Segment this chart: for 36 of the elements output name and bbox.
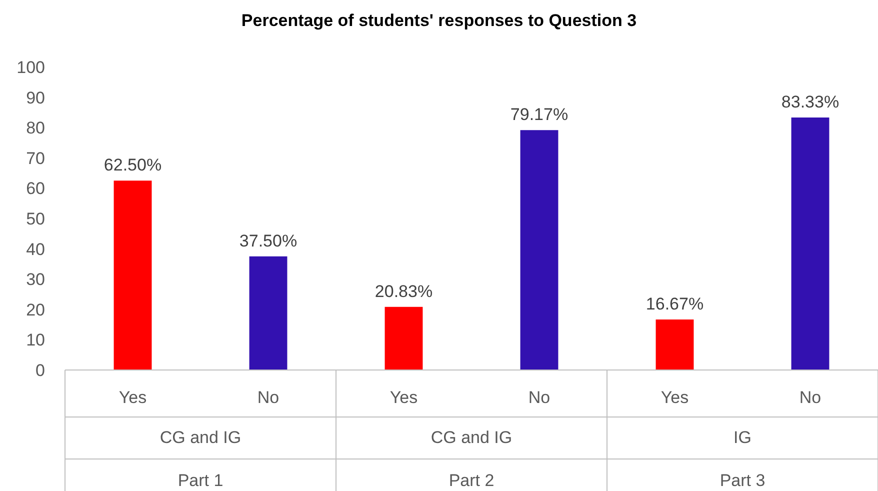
bar: [791, 118, 830, 370]
data-label: 79.17%: [510, 105, 568, 124]
data-label: 83.33%: [781, 92, 840, 112]
x-tick-label: Yes: [118, 388, 147, 407]
text: CG and IG: [160, 428, 242, 447]
y-tick-label: 50: [26, 209, 45, 228]
y-tick-label: 100: [16, 58, 45, 77]
text: IG: [734, 428, 752, 447]
x-tick-label: Yes: [390, 388, 418, 407]
y-tick-label: 40: [26, 240, 45, 259]
y-tick-label: 30: [26, 270, 45, 290]
data-label: 20.83%: [374, 282, 433, 301]
x-tick-label: Yes: [660, 388, 689, 407]
y-tick-label: 0: [36, 360, 45, 380]
x-tick-label: No: [528, 388, 550, 407]
data-label: 62.50%: [104, 156, 162, 175]
data-label: 37.50%: [239, 231, 298, 250]
bar: [114, 180, 152, 370]
y-tick-label: 10: [26, 330, 45, 350]
x-tick-label: No: [799, 388, 822, 407]
text: Part 1: [178, 470, 224, 490]
text: Part 2: [448, 470, 494, 490]
chart-title: Percentage of students' responses to Question 3: [241, 11, 637, 30]
y-tick-label: 80: [26, 118, 45, 138]
y-tick-label: 60: [26, 179, 45, 198]
bar: [249, 256, 288, 370]
bar: [520, 130, 558, 370]
text: CG and IG: [430, 428, 512, 447]
y-tick-label: 70: [26, 148, 45, 168]
y-tick-label: 90: [26, 88, 45, 108]
text: Part 3: [720, 470, 766, 490]
bar: [384, 306, 423, 370]
y-tick-label: 20: [26, 300, 45, 320]
data-label: 16.67%: [646, 294, 704, 314]
x-tick-label: No: [257, 388, 280, 407]
bar: [656, 319, 694, 370]
